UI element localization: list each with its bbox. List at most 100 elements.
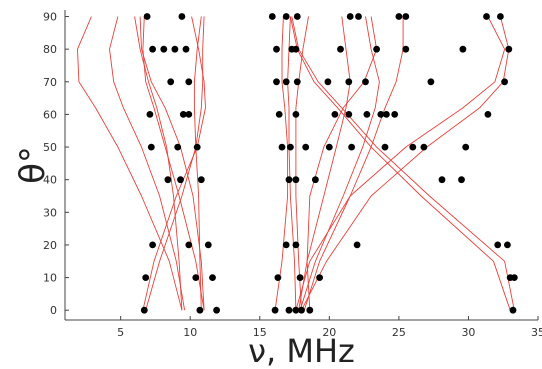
- y-tick-label: 60: [43, 108, 57, 121]
- x-tick-label: 20: [322, 326, 336, 339]
- y-tick-label: 70: [43, 76, 57, 89]
- data-point: [171, 45, 179, 53]
- data-point: [402, 13, 410, 20]
- data-point: [420, 143, 428, 151]
- data-point: [285, 176, 293, 184]
- data-point: [302, 143, 310, 151]
- y-tick-label: 10: [43, 272, 57, 285]
- data-point: [316, 274, 323, 281]
- data-point: [149, 241, 157, 249]
- data-point: [324, 78, 332, 86]
- data-point: [179, 111, 187, 118]
- data-point: [275, 111, 283, 118]
- x-tick-label: 25: [392, 326, 406, 339]
- y-axis-title: θ°: [13, 146, 53, 184]
- data-point: [147, 143, 155, 151]
- data-point: [185, 111, 193, 118]
- data-point: [462, 143, 470, 151]
- data-point: [285, 306, 293, 314]
- data-point: [391, 111, 399, 118]
- data-point: [164, 176, 172, 184]
- data-point: [192, 274, 200, 281]
- data-point: [142, 274, 150, 281]
- data-point: [383, 111, 390, 118]
- data-point: [494, 241, 502, 249]
- data-point: [296, 274, 304, 281]
- fit-curve: [139, 16, 205, 311]
- fit-curve: [306, 16, 378, 311]
- data-point: [292, 241, 300, 249]
- data-point: [273, 78, 280, 86]
- data-point: [274, 274, 282, 281]
- data-point: [292, 111, 300, 118]
- data-point: [306, 306, 314, 314]
- fit-curve: [142, 16, 205, 311]
- data-point: [438, 176, 446, 184]
- data-point: [140, 306, 148, 314]
- data-point: [346, 13, 354, 20]
- data-point: [282, 13, 290, 20]
- fit-curve: [289, 16, 511, 311]
- data-point: [373, 45, 380, 53]
- data-point: [345, 78, 353, 86]
- data-point: [160, 45, 168, 53]
- data-point: [185, 78, 193, 86]
- data-point: [353, 241, 361, 249]
- data-point: [143, 13, 151, 20]
- data-point: [292, 306, 300, 314]
- data-point: [293, 13, 301, 20]
- data-point: [484, 111, 492, 118]
- x-tick-label: 10: [183, 326, 197, 339]
- axes: [64, 10, 538, 321]
- data-point: [209, 274, 216, 281]
- y-tick-label: 80: [43, 43, 57, 56]
- data-point: [331, 111, 339, 118]
- data-point: [177, 176, 184, 184]
- data-point: [483, 13, 490, 20]
- fit-curve: [298, 16, 351, 311]
- data-point: [363, 111, 371, 118]
- data-point: [146, 111, 154, 118]
- data-point: [409, 143, 417, 151]
- data-point: [292, 45, 300, 53]
- x-axis-title: ν, MHz: [248, 332, 355, 369]
- data-point: [348, 143, 355, 151]
- y-tick-label: 20: [43, 239, 57, 252]
- data-point: [271, 306, 279, 314]
- data-point: [355, 13, 362, 20]
- y-tick-label: 0: [50, 304, 57, 317]
- data-point: [193, 143, 201, 151]
- data-point: [377, 111, 385, 118]
- data-point: [497, 13, 504, 20]
- data-point: [273, 45, 280, 53]
- data-point: [178, 13, 186, 20]
- data-point: [149, 45, 157, 53]
- data-point: [197, 176, 205, 184]
- data-point: [509, 306, 517, 314]
- data-point: [298, 306, 305, 314]
- data-point: [325, 143, 333, 151]
- fit-curve: [134, 16, 183, 311]
- data-point: [510, 274, 518, 281]
- data-points: [140, 13, 518, 314]
- x-tick-label: 35: [531, 326, 542, 339]
- data-point: [292, 176, 300, 184]
- data-point: [312, 176, 319, 184]
- data-point: [293, 78, 301, 86]
- fit-curve: [295, 16, 506, 311]
- fit-curve: [291, 16, 515, 311]
- data-point: [362, 78, 369, 86]
- data-point: [213, 306, 221, 314]
- data-point: [504, 241, 511, 249]
- data-point: [381, 143, 389, 151]
- data-point: [174, 143, 182, 151]
- fit-curve: [274, 16, 289, 311]
- data-point: [282, 78, 290, 86]
- data-point: [278, 143, 286, 151]
- data-point: [458, 176, 465, 184]
- fit-curve: [77, 16, 183, 311]
- fit-curve: [287, 16, 297, 311]
- data-point: [402, 45, 410, 53]
- data-point: [196, 306, 204, 314]
